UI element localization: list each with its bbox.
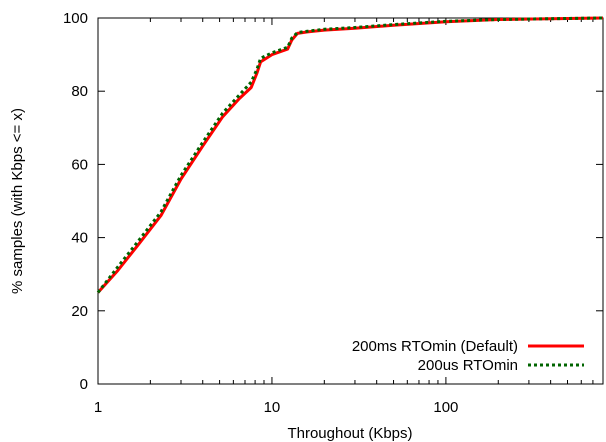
y-tick-label: 80	[71, 83, 88, 100]
plot-frame	[97, 17, 604, 385]
y-tick-label: 0	[80, 376, 88, 393]
series-group	[96, 16, 604, 294]
x-axis-label: Throughout (Kbps)	[287, 425, 412, 442]
x-tick-label: 100	[433, 399, 458, 416]
y-tick-label: 40	[71, 230, 88, 247]
series-line-0	[96, 16, 604, 294]
legend: 200ms RTOmin (Default) 200us RTOmin	[352, 338, 584, 374]
y-tick-label: 60	[71, 156, 88, 173]
x-tick-label: 10	[264, 399, 281, 416]
x-tick-label: 1	[94, 399, 102, 416]
y-tick-label: 100	[63, 10, 88, 27]
axis-ticks: 0 20 40 60 80 100 1 10 100	[63, 10, 604, 416]
legend-label-200us: 200us RTOmin	[418, 357, 518, 374]
series-line-1	[96, 16, 604, 294]
y-axis-label: % samples (with Kbps <= x)	[9, 108, 26, 294]
y-tick-label: 20	[71, 303, 88, 320]
legend-label-200ms: 200ms RTOmin (Default)	[352, 338, 518, 355]
